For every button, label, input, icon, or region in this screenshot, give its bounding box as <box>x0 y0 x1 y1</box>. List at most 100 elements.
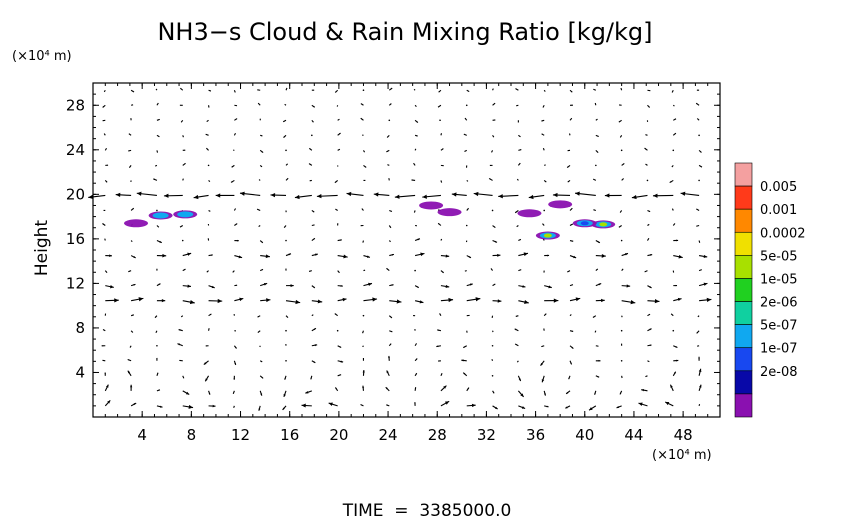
wind-arrow <box>337 254 348 259</box>
wind-arrow-head <box>415 148 416 150</box>
wind-arrow-head <box>597 345 599 347</box>
wind-arrow-head <box>528 194 534 200</box>
wind-arrow-head <box>699 404 700 405</box>
wind-arrow-head <box>523 252 528 257</box>
wind-arrow <box>490 268 494 271</box>
wind-arrow-head <box>366 255 370 258</box>
wind-arrow <box>647 254 653 257</box>
wind-arrow <box>129 384 133 391</box>
wind-arrow-head <box>179 104 182 106</box>
wind-arrow <box>575 191 596 196</box>
wind-arrow <box>294 194 312 200</box>
wind-arrow-head <box>548 285 552 289</box>
wind-arrow <box>498 194 519 199</box>
wind-arrow-head <box>390 88 393 90</box>
wind-arrow <box>259 390 263 396</box>
wind-arrow-head <box>316 194 322 199</box>
wind-arrow <box>518 405 526 410</box>
wind-arrow <box>466 330 468 333</box>
wind-arrow <box>593 209 596 211</box>
wind-arrow <box>595 345 599 347</box>
wind-arrow-head <box>362 332 364 334</box>
wind-arrow-head <box>105 313 106 315</box>
wind-arrow <box>337 148 341 151</box>
wind-arrow <box>440 373 443 377</box>
wind-arrow-head <box>411 179 414 181</box>
wind-arrow-head <box>515 211 517 213</box>
wind-arrow <box>130 207 135 211</box>
wind-arrow <box>516 178 519 181</box>
wind-arrow <box>285 210 287 213</box>
x-tick-label: 48 <box>674 426 693 444</box>
wind-arrow <box>363 297 378 302</box>
wind-arrow-head <box>699 241 700 243</box>
wind-arrow-head <box>103 210 105 211</box>
wind-arrow <box>440 400 450 407</box>
wind-arrow-head <box>541 379 545 383</box>
wind-arrow <box>205 147 209 151</box>
wind-arrow-head <box>155 316 157 318</box>
wind-arrow-head <box>601 298 605 303</box>
wind-arrow <box>595 240 601 244</box>
wind-arrow <box>153 178 158 181</box>
wind-arrow-head <box>645 134 647 136</box>
wind-arrow-head <box>286 163 288 165</box>
wind-dot <box>672 329 675 332</box>
wind-arrow-head <box>156 357 158 360</box>
wind-arrow <box>543 179 547 183</box>
wind-arrow <box>270 192 287 198</box>
wind-arrow-head <box>697 118 699 120</box>
wind-arrow <box>182 252 192 257</box>
wind-arrow <box>673 297 682 302</box>
wind-arrow <box>362 385 365 391</box>
wind-arrow-head <box>706 297 712 303</box>
wind-arrow-head <box>158 119 160 121</box>
wind-arrow-head <box>573 255 577 259</box>
x-tick-label: 4 <box>137 426 147 444</box>
wind-arrow <box>104 372 106 376</box>
wind-arrow-head <box>515 343 517 346</box>
wind-arrow <box>616 405 622 409</box>
wind-arrow <box>595 118 598 121</box>
wind-arrow <box>518 252 529 257</box>
wind-arrow <box>595 359 601 362</box>
wind-arrow-head <box>571 346 574 349</box>
wind-arrow-head <box>105 384 109 388</box>
wind-arrow <box>413 314 416 317</box>
wind-arrow <box>127 358 132 362</box>
wind-arrow-head <box>182 136 184 138</box>
wind-arrow <box>466 89 470 93</box>
wind-arrow <box>516 225 519 228</box>
wind-arrow-head <box>261 361 263 362</box>
wind-arrow <box>698 356 700 361</box>
wind-arrow <box>414 358 418 362</box>
wind-arrow <box>698 240 701 243</box>
wind-arrow-head <box>128 270 130 272</box>
wind-arrow <box>389 330 393 333</box>
wind-arrow <box>569 255 577 259</box>
wind-arrow <box>466 179 469 182</box>
wind-arrow <box>670 313 674 317</box>
wind-arrow-head <box>696 208 698 211</box>
wind-arrow-head <box>442 148 444 150</box>
colorbar-label: 5e-07 <box>760 319 798 334</box>
wind-arrow <box>647 285 652 289</box>
wind-arrow-head <box>156 88 157 90</box>
wind-arrow <box>156 102 159 106</box>
wind-arrow-head <box>129 384 133 388</box>
wind-arrow-head <box>128 150 130 152</box>
wind-arrow-head <box>309 163 311 165</box>
wind-dot <box>543 209 545 212</box>
wind-arrow-head <box>541 133 543 135</box>
wind-arrow <box>647 237 650 241</box>
wind-arrow <box>334 313 338 317</box>
wind-dot <box>362 314 365 317</box>
wind-dot <box>465 104 468 107</box>
wind-arrow <box>129 345 132 348</box>
wind-arrow-head <box>544 164 546 166</box>
wind-arrow-head <box>414 329 416 330</box>
wind-arrow-head <box>441 239 442 240</box>
wind-arrow <box>282 405 287 411</box>
wind-arrow <box>621 300 636 305</box>
wind-arrow <box>130 402 137 407</box>
